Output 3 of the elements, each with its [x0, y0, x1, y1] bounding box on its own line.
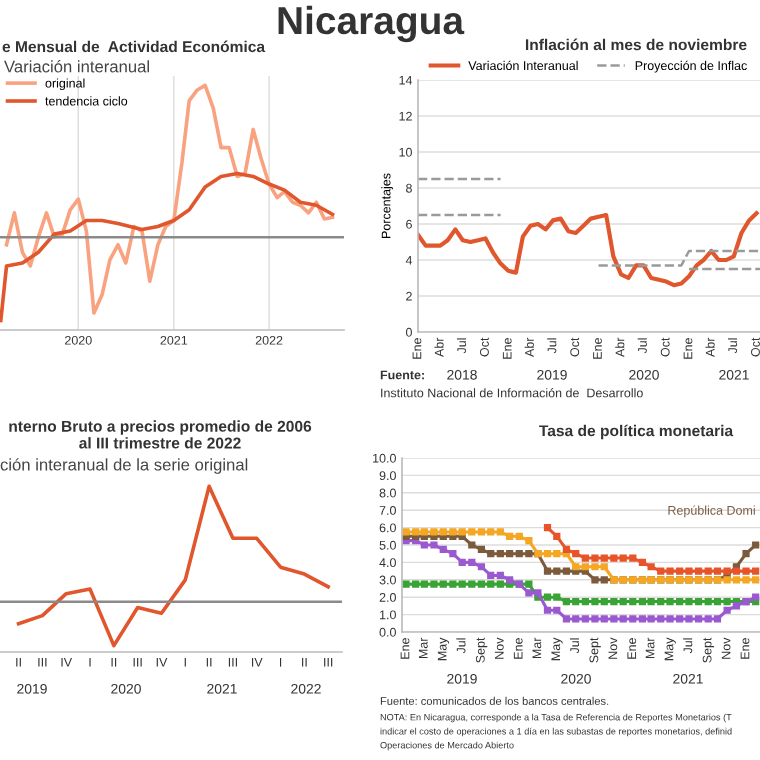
text: Nicaragua — [278, 5, 465, 43]
chart-subtitle: Variación interanual — [4, 60, 149, 73]
chart-subtitle: ción interanual de la serie original — [0, 458, 248, 474]
